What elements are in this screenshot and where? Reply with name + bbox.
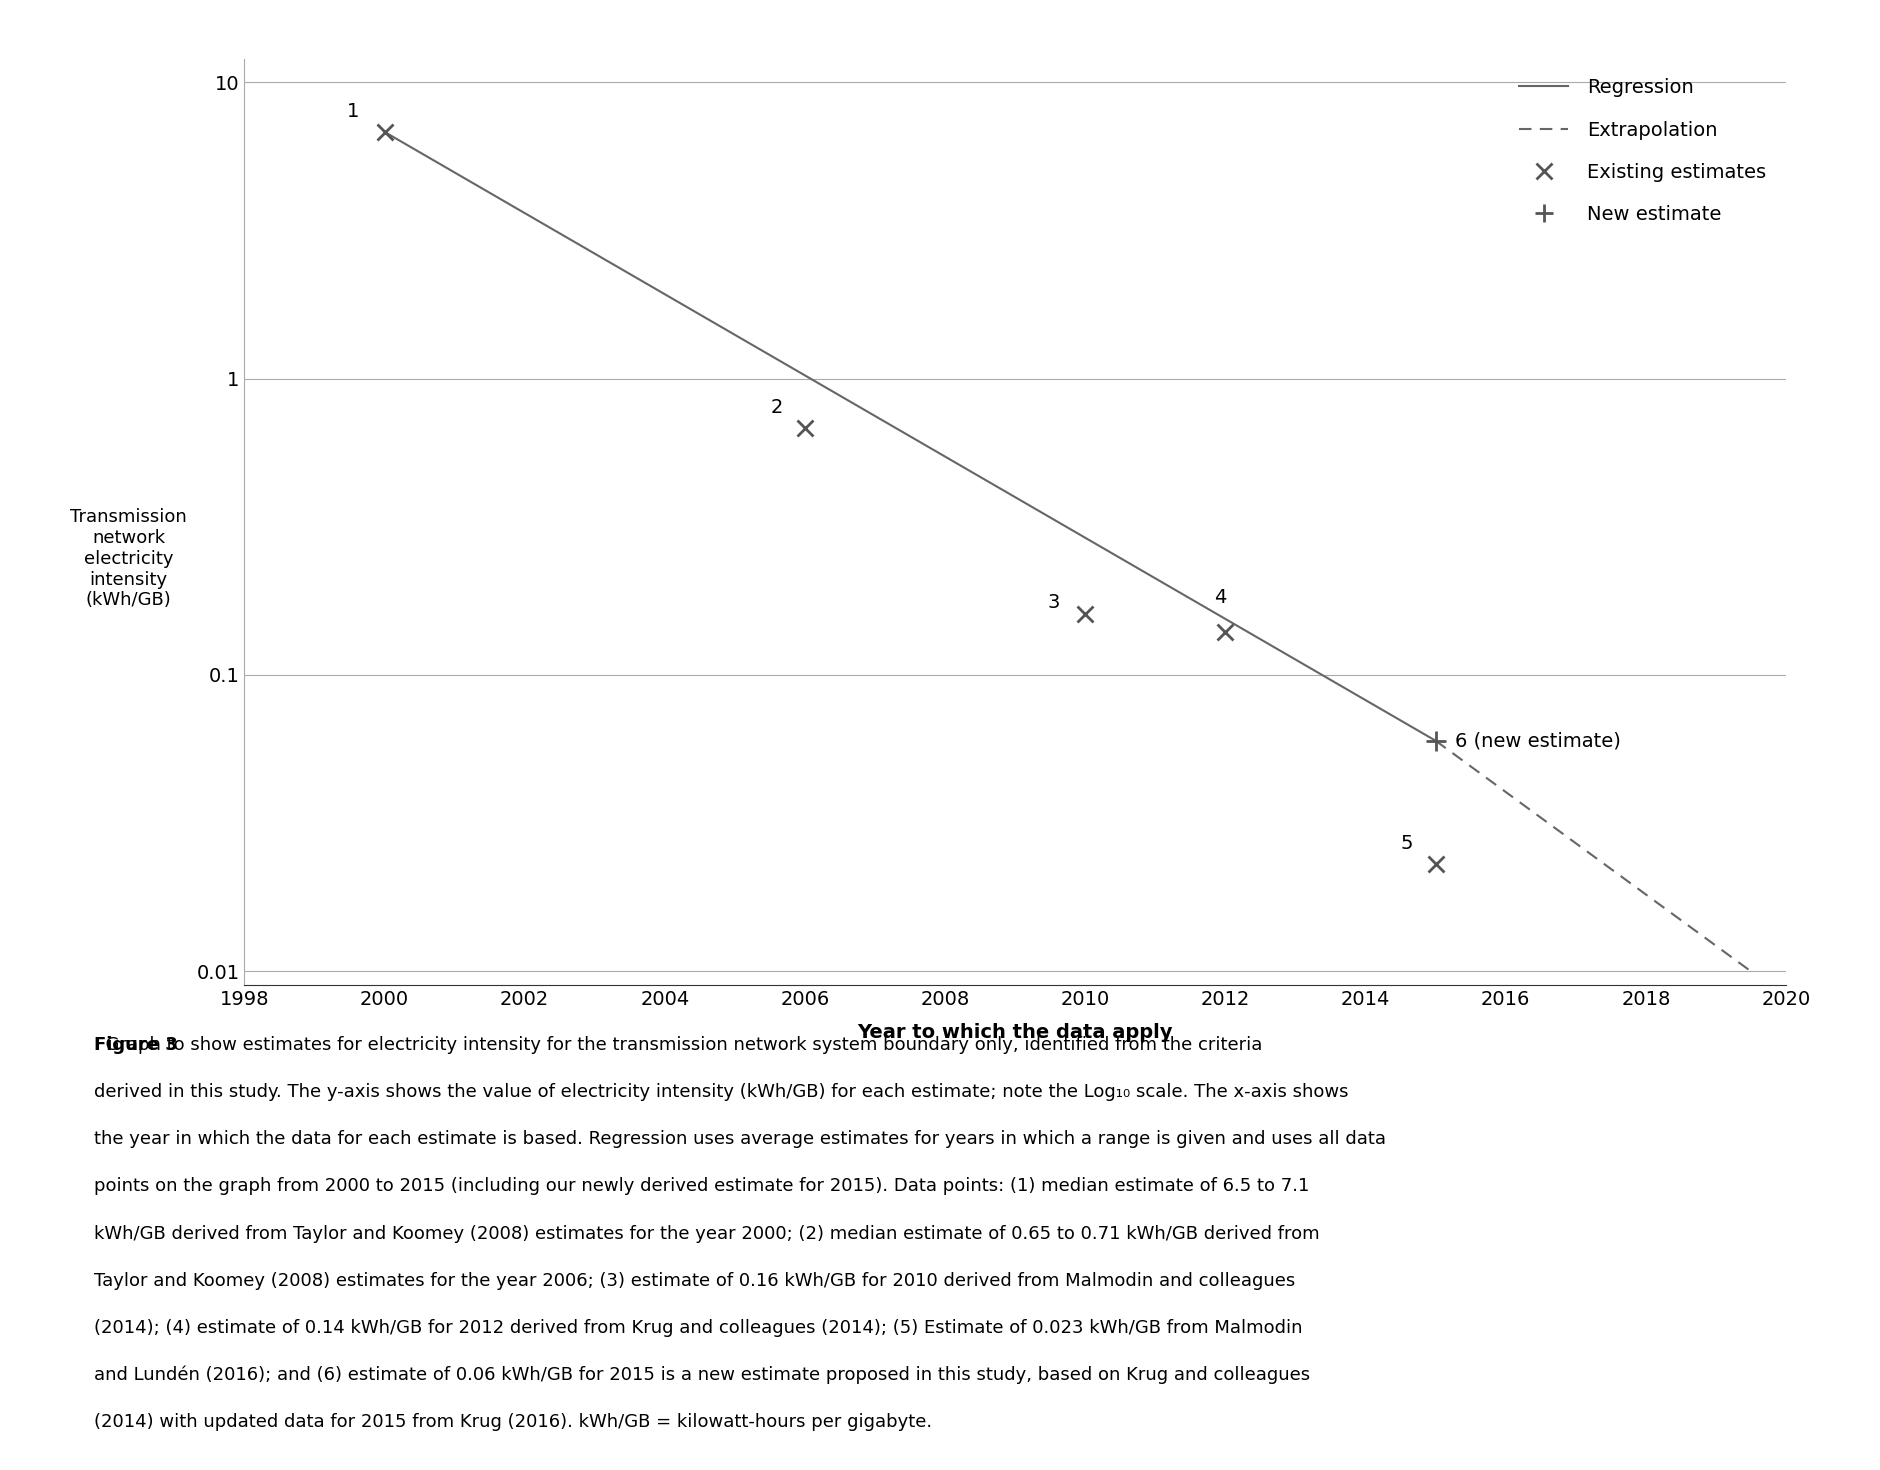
Text: Taylor and Koomey (2008) estimates for the year 2006; (3) estimate of 0.16 kWh/G: Taylor and Koomey (2008) estimates for t… (94, 1272, 1295, 1289)
Text: (2014) with updated data for 2015 from Krug (2016). kWh/GB = kilowatt-hours per : (2014) with updated data for 2015 from K… (94, 1413, 932, 1430)
Text: 6 (new estimate): 6 (new estimate) (1455, 731, 1621, 750)
Regression (374, 123, 397, 141)
Extrapolation (1739, 963, 1762, 980)
Text: Figure 3: Figure 3 (94, 1036, 179, 1054)
Text: and Lundén (2016); and (6) estimate of 0.06 kWh/GB for 2015 is a new estimate pr: and Lundén (2016); and (6) estimate of 0… (94, 1366, 1310, 1385)
Existing estimates (1073, 606, 1096, 623)
Text: 1: 1 (348, 101, 359, 121)
Text: kWh/GB derived from Taylor and Koomey (2008) estimates for the year 2000; (2) me: kWh/GB derived from Taylor and Koomey (2… (94, 1225, 1320, 1242)
Text: 3: 3 (1047, 592, 1060, 612)
Text: 4: 4 (1214, 588, 1226, 607)
Text: Graph to show estimates for electricity intensity for the transmission network s: Graph to show estimates for electricity … (94, 1036, 1261, 1054)
Existing estimates (374, 123, 397, 141)
Text: 2: 2 (771, 398, 782, 417)
Text: points on the graph from 2000 to 2015 (including our newly derived estimate for : points on the graph from 2000 to 2015 (i… (94, 1177, 1308, 1195)
Existing estimates (1214, 623, 1237, 641)
Legend: Regression, Extrapolation, Existing estimates, New estimate: Regression, Extrapolation, Existing esti… (1510, 69, 1777, 234)
Line: Extrapolation: Extrapolation (1436, 741, 1750, 972)
Extrapolation (1425, 732, 1448, 750)
X-axis label: Year to which the data apply: Year to which the data apply (857, 1023, 1173, 1042)
Y-axis label: Transmission
network
electricity
intensity
(kWh/GB): Transmission network electricity intensi… (70, 509, 188, 610)
Existing estimates (793, 419, 816, 437)
Text: (2014); (4) estimate of 0.14 kWh/GB for 2012 derived from Krug and colleagues (2: (2014); (4) estimate of 0.14 kWh/GB for … (94, 1319, 1303, 1336)
Text: the year in which the data for each estimate is based. Regression uses average e: the year in which the data for each esti… (94, 1130, 1386, 1148)
Text: derived in this study. The y-axis shows the value of electricity intensity (kWh/: derived in this study. The y-axis shows … (94, 1083, 1348, 1101)
Regression (1425, 732, 1448, 750)
Text: 5: 5 (1401, 833, 1414, 853)
Existing estimates (1425, 856, 1448, 873)
Line: Existing estimates: Existing estimates (376, 123, 1444, 873)
Line: Regression: Regression (385, 132, 1436, 741)
